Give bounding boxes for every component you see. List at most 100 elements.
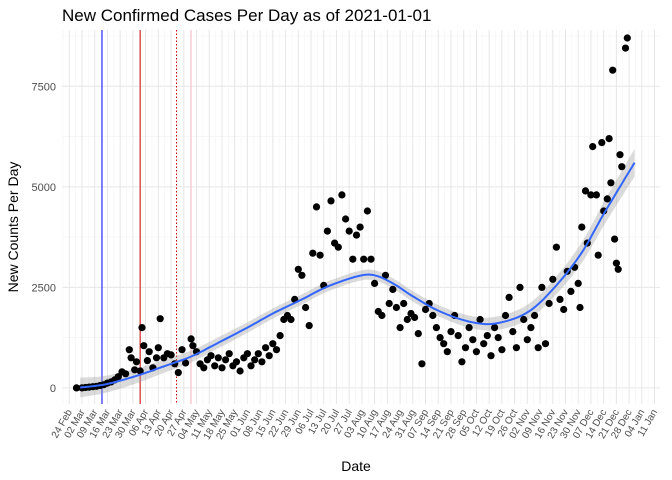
data-point <box>136 367 144 375</box>
confidence-ribbon <box>80 148 635 398</box>
data-point <box>305 322 313 330</box>
data-point <box>214 354 222 362</box>
data-point <box>200 364 208 372</box>
y-tick-label: 7500 <box>32 81 56 93</box>
data-point <box>389 285 397 293</box>
data-point <box>531 311 539 320</box>
data-point <box>589 143 597 151</box>
data-point <box>576 303 584 312</box>
data-point <box>392 303 400 312</box>
smooth-trend <box>80 162 636 389</box>
data-point <box>623 34 631 42</box>
data-point <box>516 283 524 291</box>
data-point <box>272 346 281 354</box>
data-point <box>371 279 379 287</box>
data-point <box>323 227 331 235</box>
data-point <box>132 358 141 366</box>
data-point <box>491 324 499 332</box>
data-point <box>385 299 393 308</box>
data-point <box>574 279 582 287</box>
data-point <box>316 251 324 259</box>
data-point <box>309 249 317 257</box>
data-point <box>512 344 521 352</box>
data-point <box>527 324 535 332</box>
data-point <box>167 351 175 359</box>
data-point <box>174 369 182 377</box>
data-point <box>616 151 624 159</box>
data-point <box>345 227 353 235</box>
smooth-line <box>80 162 636 389</box>
data-point <box>356 223 364 231</box>
data-point <box>612 259 621 267</box>
data-point <box>276 332 284 340</box>
data-point <box>138 324 146 332</box>
data-point <box>461 344 470 352</box>
data-point <box>578 223 586 231</box>
y-tick-label: 0 <box>50 383 56 395</box>
data-point <box>342 215 350 223</box>
y-tick-label: 5000 <box>32 182 56 194</box>
data-point <box>251 356 259 364</box>
data-point <box>247 362 255 370</box>
data-point <box>363 207 371 215</box>
data-point <box>218 364 226 372</box>
data-point <box>494 334 502 342</box>
data-point <box>614 265 622 273</box>
data-point <box>607 179 615 187</box>
confidence-band <box>80 148 635 398</box>
data-point <box>421 305 430 314</box>
grid <box>62 30 660 404</box>
data-point <box>232 358 241 366</box>
data-point <box>598 139 606 147</box>
data-point <box>432 324 440 332</box>
data-point <box>327 197 335 205</box>
data-point <box>269 340 277 348</box>
data-point <box>556 295 564 303</box>
data-point <box>131 366 139 374</box>
data-point <box>254 350 262 358</box>
data-point <box>465 324 473 332</box>
data-point <box>505 293 513 301</box>
data-point <box>127 354 135 362</box>
data-point <box>265 352 273 360</box>
data-point <box>187 335 195 343</box>
data-point <box>567 287 575 295</box>
data-point <box>501 311 510 320</box>
data-point <box>605 135 613 143</box>
data-point <box>378 311 386 320</box>
data-point <box>225 350 233 358</box>
data-point <box>483 332 491 340</box>
data-point <box>154 344 162 352</box>
data-point <box>396 324 404 332</box>
data-point <box>211 362 219 370</box>
data-point <box>287 315 295 324</box>
data-point <box>258 358 266 366</box>
data-point <box>476 315 484 324</box>
data-point <box>243 350 251 358</box>
data-point <box>145 348 153 356</box>
data-point <box>125 346 133 354</box>
data-point <box>114 373 122 381</box>
data-point <box>436 334 444 342</box>
data-point <box>541 340 550 348</box>
data-point <box>418 360 426 368</box>
data-point <box>222 356 230 364</box>
data-point <box>487 352 495 360</box>
data-point <box>302 303 310 312</box>
data-point <box>534 344 542 352</box>
data-point <box>603 195 611 203</box>
data-point <box>480 340 488 348</box>
data-point <box>538 283 546 291</box>
data-point <box>458 358 466 366</box>
data-point <box>360 255 368 263</box>
data-point <box>611 235 619 243</box>
data-point <box>621 44 630 52</box>
data-point <box>72 384 81 392</box>
data-point <box>182 359 190 367</box>
data-point <box>152 354 161 362</box>
x-axis-label: Date <box>341 458 371 474</box>
data-point <box>334 243 342 251</box>
